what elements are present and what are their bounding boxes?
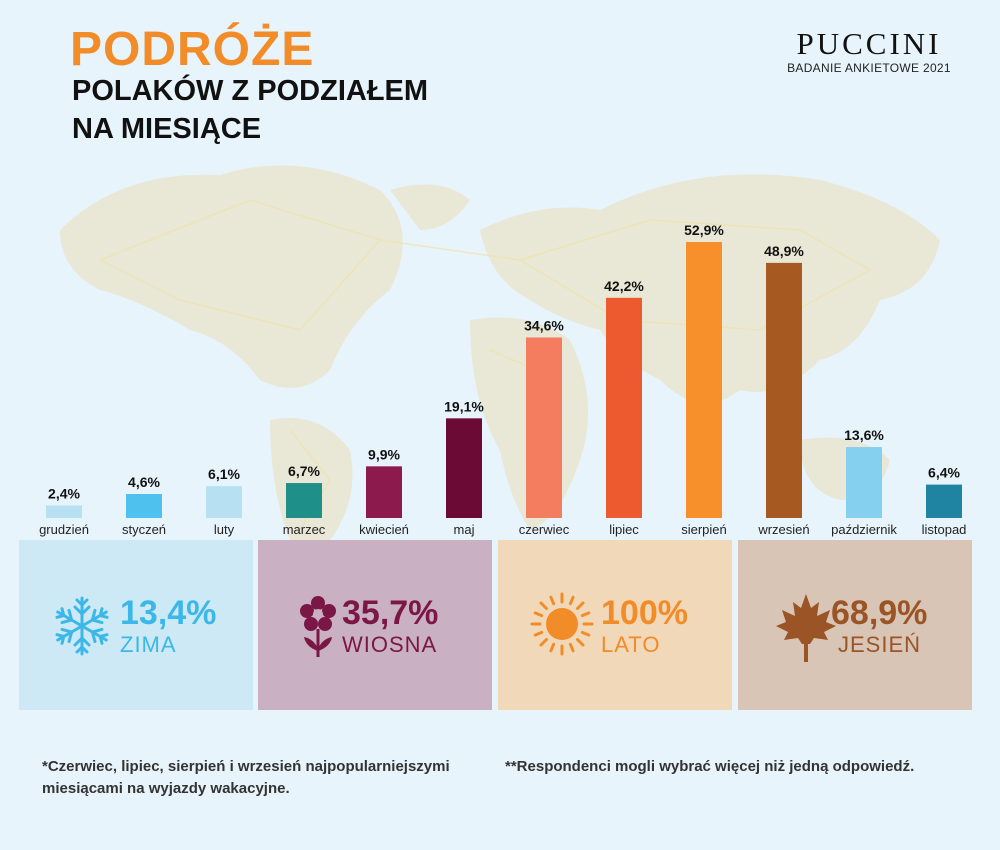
season-name: JESIEŃ <box>838 632 922 657</box>
season-name: ZIMA <box>120 632 177 657</box>
bar-value-label-8: 52,9% <box>684 222 724 238</box>
snowflake-icon <box>55 596 109 656</box>
bar-3 <box>286 483 322 518</box>
bar-value-label-4: 9,9% <box>368 446 400 462</box>
bar-value-label-5: 19,1% <box>444 398 484 414</box>
season-value: 100% <box>601 594 688 632</box>
bar-value-label-1: 4,6% <box>128 474 160 490</box>
flower-icon <box>300 596 336 657</box>
season-name: WIOSNA <box>342 632 438 657</box>
sun-icon <box>530 592 594 656</box>
season-name: LATO <box>601 632 661 657</box>
bar-0 <box>46 505 82 518</box>
season-panel-wiosna: 35,7% WIOSNA <box>258 540 492 710</box>
bar-value-label-0: 2,4% <box>48 485 80 501</box>
title-lines: POLAKÓW Z PODZIAŁEM NA MIESIĄCE <box>72 72 428 148</box>
brand-subtitle: BADANIE ANKIETOWE 2021 <box>787 61 951 75</box>
bar-value-label-6: 34,6% <box>524 317 564 333</box>
bar-11 <box>926 484 962 518</box>
bar-8 <box>686 242 722 518</box>
category-label-0: grudzień <box>39 522 89 537</box>
category-label-4: kwiecień <box>359 522 409 537</box>
category-label-11: listopad <box>922 522 967 537</box>
bar-2 <box>206 486 242 518</box>
footnote-1: *Czerwiec, lipiec, sierpień i wrzesień n… <box>42 756 450 800</box>
category-label-5: maj <box>454 522 475 537</box>
bar-7 <box>606 297 642 518</box>
bar-5 <box>446 418 482 518</box>
bar-6 <box>526 337 562 518</box>
bar-1 <box>126 494 162 518</box>
category-label-8: sierpień <box>681 522 727 537</box>
maple-leaf-icon <box>776 594 836 662</box>
season-value: 35,7% <box>342 594 439 632</box>
footnote-1-line-1: *Czerwiec, lipiec, sierpień i wrzesień n… <box>42 758 450 775</box>
season-panel-jesien: 68,9% JESIEŃ <box>738 540 972 710</box>
bar-10 <box>846 447 882 518</box>
footnote-1-line-2: miesiącami na wyjazdy wakacyjne. <box>42 780 290 797</box>
footnote-2: **Respondenci mogli wybrać więcej niż je… <box>505 758 915 775</box>
bar-value-label-3: 6,7% <box>288 463 320 479</box>
title-line-2: POLAKÓW Z PODZIAŁEM <box>72 75 429 107</box>
season-panel-lato: 100% LATO <box>498 540 732 710</box>
brand-logo: PUCCINI <box>796 26 942 61</box>
category-label-7: lipiec <box>609 522 639 537</box>
season-panel-zima: 13,4% ZIMA <box>19 540 253 710</box>
title-line-1: PODRÓŻE <box>70 23 315 76</box>
category-label-6: czerwiec <box>519 522 570 537</box>
bar-4 <box>366 466 402 518</box>
bar-value-label-2: 6,1% <box>208 466 240 482</box>
category-label-10: październik <box>831 522 897 537</box>
category-label-2: luty <box>214 522 235 537</box>
category-label-9: wrzesień <box>757 522 809 537</box>
title-line-3: NA MIESIĄCE <box>72 113 262 145</box>
bar-9 <box>766 262 802 518</box>
category-label-3: marzec <box>283 522 326 537</box>
bar-value-label-11: 6,4% <box>928 465 960 481</box>
category-label-1: styczeń <box>122 522 166 537</box>
bar-value-label-7: 42,2% <box>604 278 644 294</box>
bar-value-label-9: 48,9% <box>764 243 804 259</box>
bar-value-label-10: 13,6% <box>844 427 884 443</box>
bar-chart: 2,4% grudzień 4,6% styczeń 6,1% luty 6,7% marze… <box>39 222 967 537</box>
season-value: 13,4% <box>120 594 217 632</box>
season-value: 68,9% <box>831 594 928 632</box>
